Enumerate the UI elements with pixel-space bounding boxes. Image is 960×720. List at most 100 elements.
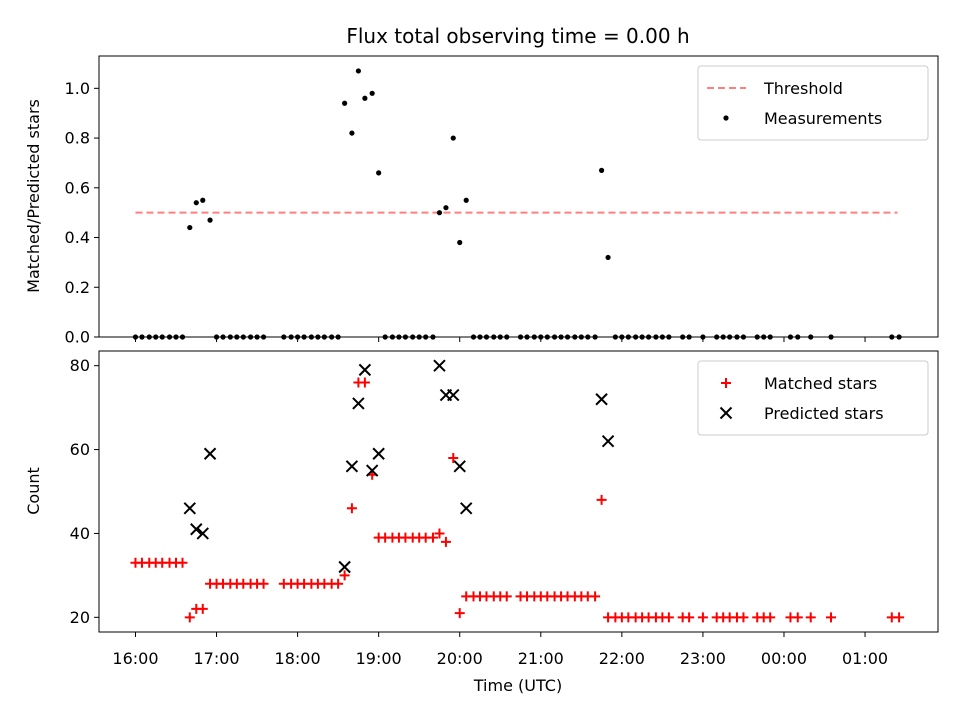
y-tick-label: 20: [70, 608, 90, 627]
data-point: [184, 612, 195, 623]
data-point: [601, 434, 615, 448]
x-tick-label: 16:00: [112, 649, 158, 668]
data-point: [595, 393, 608, 406]
legend-label: Matched stars: [764, 374, 877, 393]
data-point: [447, 388, 460, 402]
data-point: [372, 447, 385, 460]
ratio-y-axis-label: Matched/Predicted stars: [24, 99, 43, 293]
data-point: [894, 612, 905, 623]
data-point: [359, 377, 370, 388]
data-point: [433, 359, 446, 372]
data-point: [355, 68, 362, 74]
legend-label: Predicted stars: [764, 404, 884, 423]
data-point: [190, 523, 203, 536]
legend-marker: [721, 378, 731, 388]
data-point: [339, 570, 350, 581]
data-point: [427, 532, 438, 543]
legend: Matched stars Predicted stars: [697, 360, 929, 436]
data-point: [183, 502, 196, 515]
data-point: [765, 612, 776, 623]
data-point: [501, 591, 512, 602]
data-point: [338, 560, 351, 574]
legend-box: [697, 65, 929, 141]
legend: Threshold Measurements: [697, 65, 929, 141]
data-point: [460, 502, 473, 515]
data-point: [200, 197, 206, 203]
data-point: [684, 612, 695, 623]
data-point: [448, 452, 459, 463]
data-point: [738, 612, 749, 623]
chart-title: Flux total observing time = 0.00 h: [346, 24, 689, 48]
x-tick-label: 00:00: [761, 649, 807, 668]
y-tick-label: 0.2: [65, 278, 90, 297]
x-tick-label: 01:00: [842, 649, 888, 668]
data-point: [443, 205, 449, 211]
y-tick-label: 60: [70, 440, 90, 459]
legend-label: Measurements: [764, 109, 882, 128]
data-point: [369, 90, 375, 96]
data-point: [453, 460, 466, 473]
data-point: [258, 578, 269, 589]
legend-marker: [719, 406, 733, 420]
legend-marker: [723, 115, 729, 121]
data-point: [345, 460, 359, 473]
data-point: [596, 494, 607, 505]
data-point: [342, 100, 348, 106]
y-tick-label: 40: [70, 524, 90, 543]
x-tick-label: 19:00: [356, 649, 402, 668]
y-tick-label: 0.4: [65, 228, 90, 247]
data-point: [197, 603, 208, 614]
data-point: [805, 612, 816, 623]
y-tick-label: 0.8: [65, 129, 90, 148]
data-point: [697, 612, 708, 623]
data-point: [203, 447, 217, 460]
legend-label: Threshold: [763, 79, 843, 98]
data-point: [187, 224, 193, 231]
data-point: [663, 612, 674, 623]
data-point: [349, 130, 355, 136]
data-point: [463, 197, 469, 203]
y-tick-label: 1.0: [65, 79, 90, 98]
x-tick-label: 22:00: [599, 649, 645, 668]
data-point: [362, 95, 368, 101]
series-matched-stars: [130, 377, 905, 623]
data-point: [598, 167, 605, 173]
data-point: [352, 397, 365, 410]
count-y-axis-label: Count: [24, 467, 43, 515]
x-tick-label: 21:00: [518, 649, 564, 668]
data-point: [454, 608, 465, 619]
data-point: [177, 557, 188, 568]
x-axis-ticks: 16:00 17:00 18:00 19:00 20:00 21:00 22:00 23:00…: [112, 649, 888, 668]
data-point: [792, 612, 803, 623]
axes-frame: [98, 55, 939, 338]
data-point: [207, 217, 213, 223]
data-point: [450, 135, 456, 141]
data-point: [434, 528, 445, 539]
axes-frame: [98, 350, 939, 633]
data-point: [333, 578, 344, 589]
y-tick-label: 0.6: [65, 178, 90, 197]
data-point: [196, 527, 209, 540]
data-point: [440, 536, 451, 547]
x-tick-label: 23:00: [680, 649, 726, 668]
x-tick-label: 18:00: [275, 649, 321, 668]
data-point: [346, 503, 357, 514]
data-point: [376, 170, 382, 176]
data-point: [358, 363, 372, 377]
data-point: [436, 210, 443, 216]
data-point: [365, 464, 379, 477]
x-tick-label: 20:00: [437, 649, 483, 668]
x-axis-label: Time (UTC): [473, 676, 562, 695]
y-tick-label: 0.0: [65, 328, 90, 347]
count-panel: 20 40 60 80 Matched stars Predicted stars: [70, 350, 939, 637]
data-point: [193, 200, 199, 206]
data-point: [605, 254, 611, 261]
x-tick-label: 17:00: [193, 649, 239, 668]
data-point: [457, 239, 463, 246]
legend-box: [697, 360, 929, 436]
y-tick-label: 80: [70, 356, 90, 375]
ratio-panel: 0.0 0.2 0.4 0.6 0.8 1.0 Threshold Measurements: [65, 55, 939, 347]
series-predicted-stars: [183, 359, 615, 574]
data-point: [590, 591, 601, 602]
